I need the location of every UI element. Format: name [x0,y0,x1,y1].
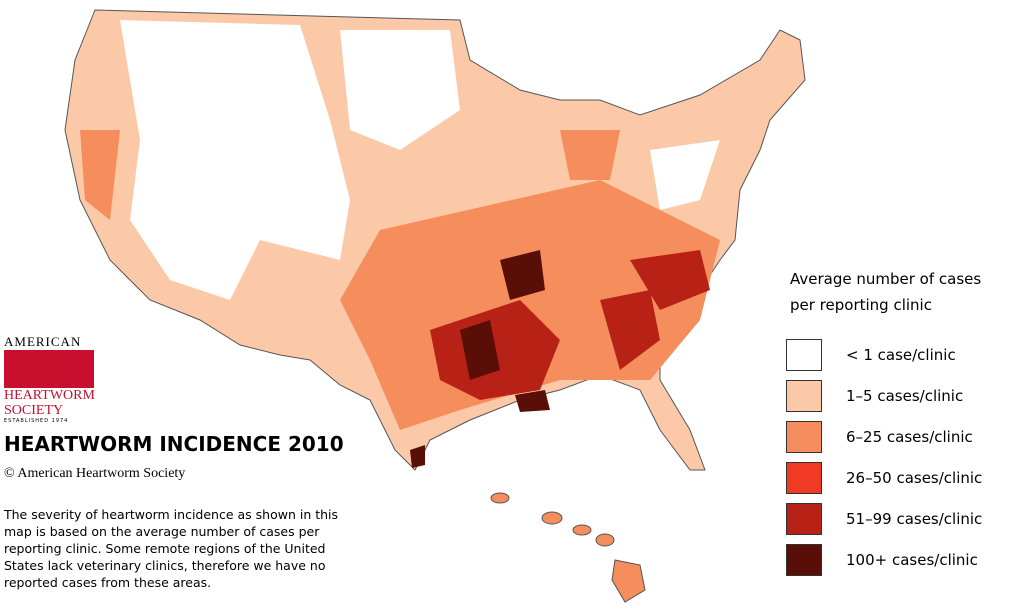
legend-swatch [786,338,822,371]
copyright: © American Heartworm Society [4,466,186,481]
hawaii [490,492,646,603]
legend-item: 100+ cases/clinic [786,539,982,580]
legend-item: 26–50 cases/clinic [786,457,982,498]
legend-item: 6–25 cases/clinic [786,416,982,457]
legend-swatch [786,379,822,412]
description: The severity of heartworm incidence as s… [4,507,339,590]
title: HEARTWORM INCIDENCE 2010 [4,432,344,456]
legend: < 1 case/clinic 1–5 cases/clinic 6–25 case… [786,334,982,580]
moderate-areas [80,130,720,430]
legend-item: 51–99 cases/clinic [786,498,982,539]
legend-label: 100+ cases/clinic [846,550,978,569]
logo-text: ESTABLISHED 1974 [4,418,69,424]
legend-label: 51–99 cases/clinic [846,509,983,528]
legend-swatch [786,420,822,453]
legend-item: < 1 case/clinic [786,334,982,375]
legend-swatch [786,502,822,535]
logo-band [4,352,94,388]
legend-item: 1–5 cases/clinic [786,375,982,416]
legend-label: 1–5 cases/clinic [846,386,964,405]
logo-text: AMERICAN [4,334,94,352]
very-high-areas [410,250,550,468]
legend-swatch [786,543,822,576]
legend-title: Average number of cases per reporting cl… [790,270,982,314]
logo: AMERICAN HEARTWORM SOCIETY ESTABLISHED 1… [4,334,95,424]
legend-label: 26–50 cases/clinic [846,468,983,487]
logo-text: HEARTWORM [4,388,95,403]
legend-label: < 1 case/clinic [846,345,956,364]
legend-label: 6–25 cases/clinic [846,427,973,446]
no-data-areas [120,20,720,300]
legend-swatch [786,461,822,494]
logo-text: SOCIETY [4,403,64,418]
